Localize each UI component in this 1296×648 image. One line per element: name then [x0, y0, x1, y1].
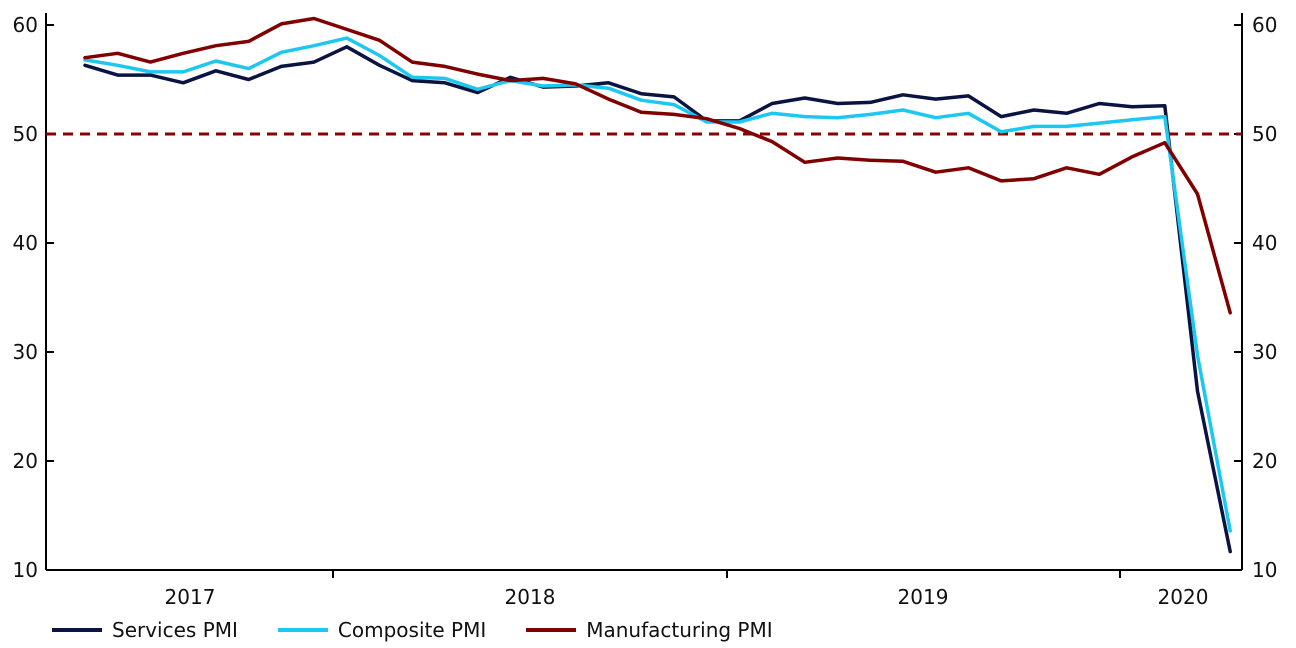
x-tick-label: 2017 — [165, 585, 216, 609]
series-group — [83, 16, 1232, 554]
legend: Services PMI Composite PMI Manufacturing… — [52, 618, 773, 642]
left-y-tick-label: 40 — [13, 231, 38, 255]
x-tick-label: 2020 — [1158, 585, 1209, 609]
left-y-tick-label: 20 — [13, 449, 38, 473]
left-y-tick-label: 50 — [13, 122, 38, 146]
legend-swatch-composite — [277, 628, 328, 632]
legend-item-services: Services PMI — [52, 618, 238, 642]
right-y-tick-label: 20 — [1252, 449, 1277, 473]
x-tick-label: 2019 — [898, 585, 949, 609]
x-tick-label: 2018 — [505, 585, 556, 609]
legend-item-manufacturing: Manufacturing PMI — [526, 618, 773, 642]
legend-item-composite: Composite PMI — [277, 618, 487, 642]
right-y-tick-label: 40 — [1252, 231, 1277, 255]
series-line-composite-pmi — [83, 36, 1232, 533]
series-line-services-pmi — [83, 45, 1232, 554]
left-y-axis-labels: 10 20 30 40 50 60 — [13, 13, 38, 582]
right-y-tick-label: 50 — [1252, 122, 1277, 146]
right-y-tick-label: 60 — [1252, 13, 1277, 37]
legend-swatch-services — [52, 628, 102, 632]
left-y-tick-label: 60 — [13, 13, 38, 37]
right-y-tick-label: 30 — [1252, 340, 1277, 364]
legend-label-composite: Composite PMI — [337, 618, 487, 642]
legend-label-manufacturing: Manufacturing PMI — [586, 618, 773, 642]
legend-swatch-manufacturing — [526, 628, 577, 632]
right-y-axis-labels: 10 20 30 40 50 60 — [1252, 13, 1277, 582]
right-y-tick-label: 10 — [1252, 558, 1277, 582]
series-line-manufacturing-pmi — [83, 16, 1232, 315]
axes — [45, 13, 1243, 578]
left-y-tick-label: 10 — [13, 558, 38, 582]
left-y-tick-label: 30 — [13, 340, 38, 364]
legend-label-services: Services PMI — [112, 618, 238, 642]
x-axis-labels: 2017 2018 2019 2020 — [165, 585, 1209, 609]
